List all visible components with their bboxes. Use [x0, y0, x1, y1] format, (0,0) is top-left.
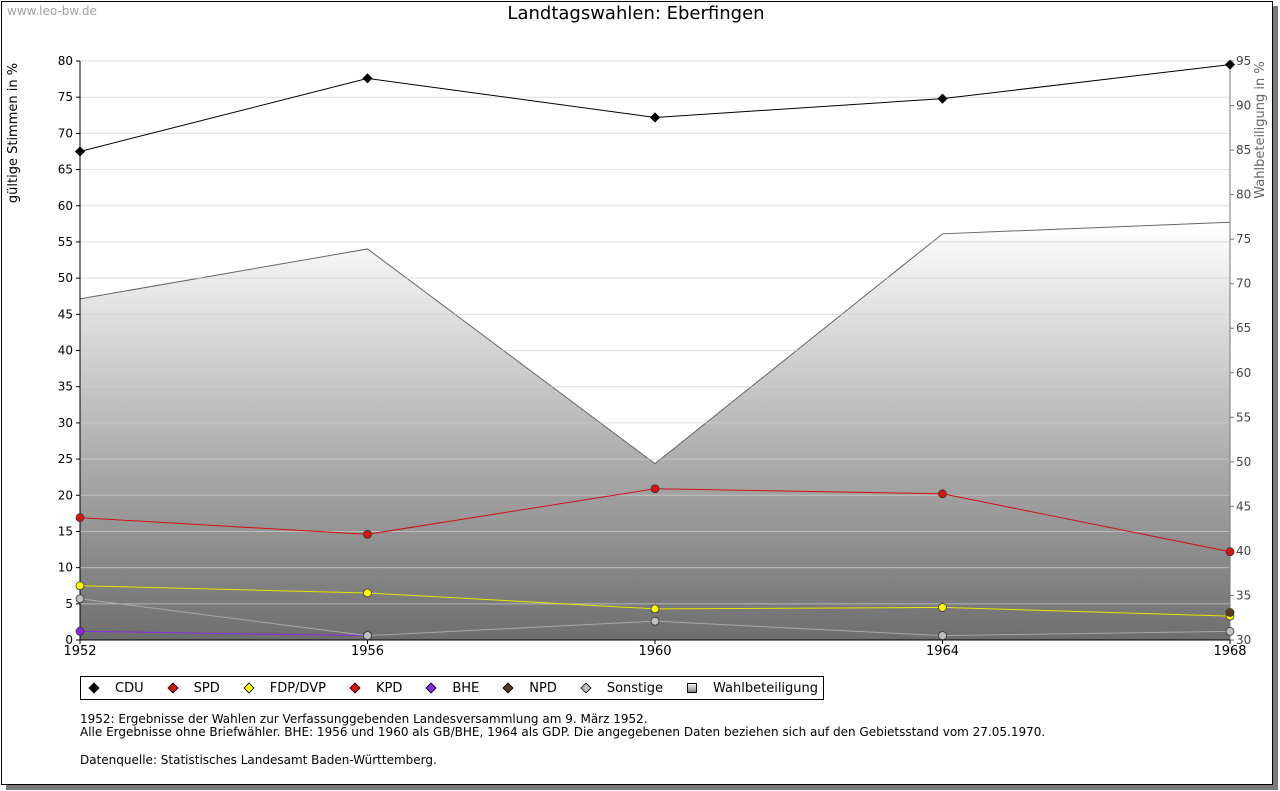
legend-label: FDP/DVP: [269, 680, 326, 696]
legend-diamond-icon: [88, 682, 100, 694]
data-source: Datenquelle: Statistisches Landesamt Bad…: [80, 753, 437, 767]
y-tick-label: 55: [58, 235, 73, 249]
series-line-cdu: [79, 64, 1231, 152]
y2-tick-label: 45: [1236, 499, 1251, 513]
legend-label: KPD: [375, 680, 403, 696]
data-point: [75, 513, 85, 523]
legend-item: NPD: [502, 680, 557, 696]
y2-tick-label: 65: [1236, 321, 1251, 335]
data-point: [74, 146, 86, 157]
legend-diamond-icon: [502, 682, 514, 694]
data-point: [1225, 626, 1235, 636]
data-point: [650, 616, 660, 626]
y2-tick-label: 60: [1236, 366, 1251, 380]
legend-label: CDU: [115, 680, 144, 696]
y2-tick-label: 75: [1236, 232, 1251, 246]
y2-tick-label: 50: [1236, 455, 1251, 469]
legend-square-icon: [687, 683, 698, 693]
y-tick-label: 50: [58, 271, 73, 285]
data-point: [1225, 608, 1235, 617]
data-point: [650, 484, 660, 494]
legend-item: FDP/DVP: [243, 680, 326, 696]
legend-item: Wahlbeteiligung: [687, 681, 818, 696]
legend-item: KPD: [349, 680, 403, 696]
footnotes: 1952: Ergebnisse der Wahlen zur Verfassu…: [80, 713, 1045, 739]
legend-label: Sonstige: [606, 680, 664, 696]
x-tick-label: 1960: [638, 644, 671, 659]
data-point: [363, 631, 372, 641]
data-point: [650, 604, 660, 614]
data-point: [75, 594, 85, 604]
y-tick-label: 45: [58, 307, 73, 321]
y2-axis-title: Wahlbeteiligung in %: [1253, 61, 1268, 198]
legend-diamond-icon: [580, 682, 592, 694]
legend-item: Sonstige: [580, 680, 664, 696]
data-point: [938, 489, 947, 499]
data-point: [1225, 547, 1235, 557]
watermark: www.leo-bw.de: [7, 4, 97, 18]
legend-item: BHE: [425, 680, 480, 696]
x-tick-label: 1952: [63, 644, 96, 659]
data-point: [938, 631, 947, 641]
series-line-bhe: [79, 630, 368, 637]
x-tick-label: 1968: [1213, 644, 1246, 659]
y-axis-title: gültige Stimmen in %: [6, 63, 21, 203]
y-tick-label: 5: [65, 597, 73, 611]
legend-diamond-icon: [167, 682, 179, 694]
data-point: [362, 73, 373, 84]
chart-plot: 0 5 10 15 20 25 30 35 40 45 50 55 60 65 70 75 80 30 35 40 45…: [6, 54, 1268, 659]
legend-diamond-icon: [425, 682, 437, 694]
legend-label: NPD: [529, 680, 557, 696]
data-point: [75, 626, 85, 636]
legend-item: SPD: [167, 680, 220, 696]
y2-tick-label: 85: [1236, 143, 1251, 157]
x-tick-label: 1964: [926, 644, 959, 659]
data-point: [938, 603, 947, 612]
legend-diamond-icon: [349, 682, 361, 694]
y2-tick-label: 90: [1236, 99, 1251, 113]
x-tick-label: 1956: [351, 644, 384, 659]
y-tick-label: 70: [58, 126, 73, 140]
y2-tick-label: 80: [1236, 188, 1251, 202]
footnote-line: 1952: Ergebnisse der Wahlen zur Verfassu…: [80, 712, 648, 726]
legend: CDU SPD FDP/DVP KPD BHE NPD Sonstige Wahlbeteil…: [80, 676, 825, 700]
y-tick-label: 15: [58, 524, 73, 538]
y-tick-label: 35: [58, 380, 73, 394]
y-tick-label: 80: [58, 54, 73, 68]
data-point: [649, 112, 661, 123]
chart-title: Landtagswahlen: Eberfingen: [507, 3, 765, 24]
y2-tick-label: 95: [1236, 54, 1251, 68]
footnote-line: Alle Ergebnisse ohne Briefwähler. BHE: 1…: [80, 725, 1046, 739]
data-point: [1224, 59, 1236, 70]
y-tick-label: 30: [58, 416, 73, 430]
y-tick-label: 40: [58, 344, 73, 358]
data-point: [363, 529, 372, 539]
y-tick-label: 0: [65, 633, 73, 647]
y-tick-label: 10: [58, 561, 73, 575]
data-point: [363, 588, 372, 598]
y-tick-label: 65: [58, 163, 73, 177]
y-tick-label: 75: [58, 90, 73, 104]
data-point: [937, 93, 948, 104]
legend-diamond-icon: [243, 682, 255, 694]
turnout-line: [79, 221, 1231, 465]
legend-item: CDU: [88, 680, 144, 696]
legend-label: SPD: [193, 680, 220, 696]
legend-label: Wahlbeteiligung: [713, 680, 819, 696]
y2-tick-label: 35: [1236, 588, 1251, 602]
data-point: [75, 581, 85, 591]
y2-tick-label: 70: [1236, 277, 1251, 291]
y-tick-label: 60: [58, 199, 73, 213]
legend-label: BHE: [452, 680, 480, 696]
turnout-area: [80, 222, 1230, 640]
y2-tick-label: 30: [1236, 633, 1251, 647]
y-tick-label: 20: [58, 488, 73, 502]
y2-tick-label: 40: [1236, 544, 1251, 558]
y2-tick-label: 55: [1236, 410, 1251, 424]
y-tick-label: 25: [58, 452, 73, 466]
